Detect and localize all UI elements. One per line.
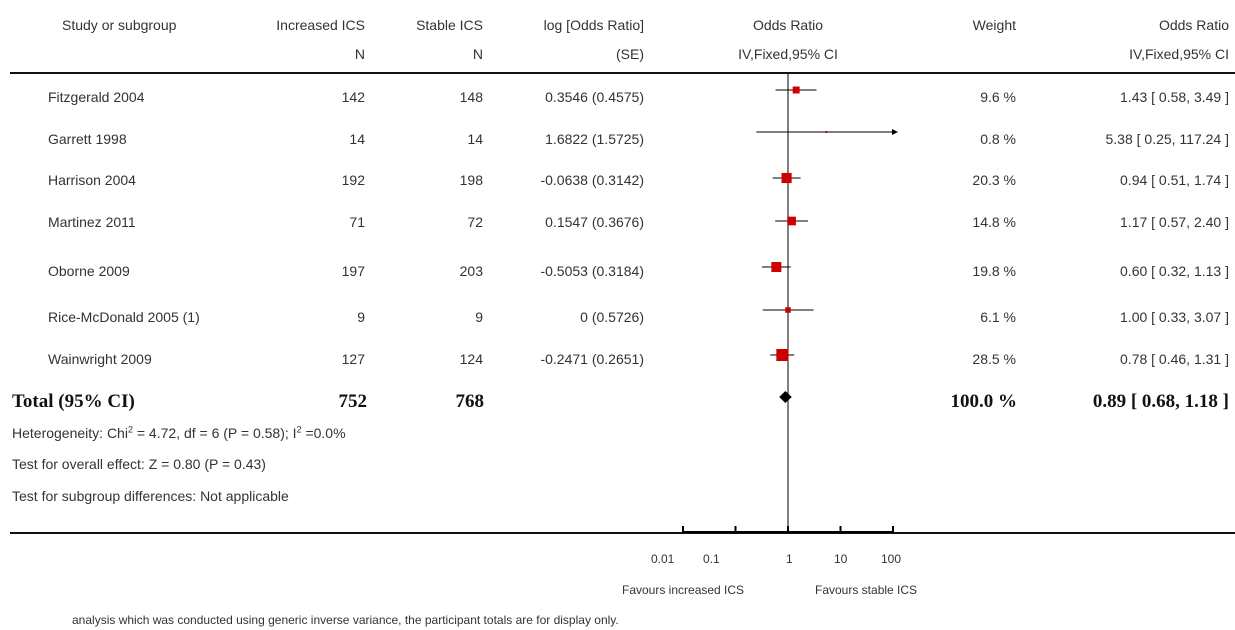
study-marker: [825, 130, 828, 134]
study-n-stable: 148: [459, 89, 483, 105]
study-n-increased: 14: [349, 131, 365, 147]
header-study: Study or subgroup: [62, 17, 177, 33]
header-increased-n: N: [354, 46, 365, 62]
study-marker: [785, 307, 791, 313]
study-weight: 20.3 %: [972, 172, 1016, 188]
axis-tick-label: 0.1: [703, 552, 720, 566]
study-weight: 19.8 %: [972, 263, 1016, 279]
study-n-increased: 197: [341, 263, 365, 279]
total-weight: 100.0 %: [950, 391, 1018, 412]
study-name: Wainwright 2009: [48, 351, 152, 367]
study-name: Oborne 2009: [48, 263, 130, 279]
study-weight: 14.8 %: [972, 214, 1016, 230]
study-ci-text: 5.38 [ 0.25, 117.24 ]: [1105, 131, 1229, 147]
study-n-increased: 192: [341, 172, 365, 188]
study-name: Fitzgerald 2004: [48, 89, 145, 105]
heterogeneity-text: Heterogeneity: Chi2 = 4.72, df = 6 (P = …: [12, 424, 346, 441]
header-log-odds-ratio: log [Odds Ratio]: [543, 17, 644, 33]
study-n-increased: 127: [341, 351, 365, 367]
study-ci-text: 0.60 [ 0.32, 1.13 ]: [1120, 263, 1229, 279]
study-n-stable: 72: [467, 214, 483, 230]
study-n-increased: 9: [357, 309, 365, 325]
header-stable-n: N: [472, 46, 483, 62]
study-log-or: -0.2471 (0.2651): [540, 351, 644, 367]
study-ci-text: 1.43 [ 0.58, 3.49 ]: [1120, 89, 1229, 105]
study-name: Rice-McDonald 2005 (1): [48, 309, 200, 325]
study-log-or: -0.0638 (0.3142): [540, 172, 644, 188]
study-weight: 9.6 %: [980, 89, 1016, 105]
study-log-or: 0 (0.5726): [580, 309, 644, 325]
header-log-odds-ratio-se: (SE): [616, 46, 644, 62]
header-odds-ratio-text-method: IV,Fixed,95% CI: [1129, 46, 1229, 62]
study-n-increased: 71: [349, 214, 365, 230]
study-weight: 28.5 %: [972, 351, 1016, 367]
study-marker: [771, 261, 782, 273]
header-odds-ratio-plot-method: IV,Fixed,95% CI: [738, 46, 838, 62]
study-n-stable: 14: [467, 131, 483, 147]
study-n-stable: 124: [459, 351, 483, 367]
study-n-stable: 9: [475, 309, 483, 325]
study-ci-text: 1.00 [ 0.33, 3.07 ]: [1120, 309, 1229, 325]
study-log-or: -0.5053 (0.3184): [540, 263, 644, 279]
header-stable-ics: Stable ICS: [416, 17, 483, 33]
study-weight: 0.8 %: [980, 131, 1016, 147]
favours-stable-label: Favours stable ICS: [815, 583, 918, 597]
header-rule: [10, 72, 1235, 74]
total-n-increased: 752: [338, 391, 368, 412]
favours-increased-label: Favours increased ICS: [622, 583, 745, 597]
footnote: analysis which was conducted using gener…: [72, 613, 619, 627]
study-n-increased: 142: [341, 89, 365, 105]
study-weight: 6.1 %: [980, 309, 1016, 325]
header-increased-ics: Increased ICS: [276, 17, 365, 33]
total-ci-text: 0.89 [ 0.68, 1.18 ]: [1092, 391, 1229, 412]
total-diamond: [779, 391, 792, 403]
bottom-rule: [10, 532, 1235, 534]
header-odds-ratio-plot: Odds Ratio: [752, 17, 824, 33]
study-marker: [776, 349, 789, 361]
axis-tick-label: 10: [834, 552, 848, 566]
study-n-stable: 203: [459, 263, 483, 279]
study-name: Martinez 2011: [48, 214, 136, 230]
study-marker: [792, 86, 800, 94]
study-log-or: 1.6822 (1.5725): [545, 131, 644, 147]
study-marker: [781, 172, 792, 184]
study-ci-text: 0.94 [ 0.51, 1.74 ]: [1120, 172, 1229, 188]
overall-effect-text: Test for overall effect: Z = 0.80 (P = 0…: [12, 456, 266, 472]
study-n-stable: 198: [459, 172, 483, 188]
study-name: Harrison 2004: [48, 172, 136, 188]
study-log-or: 0.3546 (0.4575): [545, 89, 644, 105]
header-odds-ratio-text: Odds Ratio: [1158, 17, 1229, 33]
total-n-stable: 768: [455, 391, 485, 412]
total-label: Total (95% CI): [12, 391, 135, 412]
axis-tick-label: 1: [786, 552, 793, 566]
ci-arrow: [892, 129, 898, 135]
axis-tick-label: 0.01: [651, 552, 675, 566]
axis-tick-label: 100: [881, 552, 902, 566]
study-name: Garrett 1998: [48, 131, 127, 147]
header-weight: Weight: [972, 17, 1016, 33]
subgroup-differences-text: Test for subgroup differences: Not appli…: [12, 488, 289, 504]
study-ci-text: 0.78 [ 0.46, 1.31 ]: [1120, 351, 1229, 367]
study-marker: [787, 216, 796, 226]
study-ci-text: 1.17 [ 0.57, 2.40 ]: [1120, 214, 1229, 230]
study-log-or: 0.1547 (0.3676): [545, 214, 644, 230]
